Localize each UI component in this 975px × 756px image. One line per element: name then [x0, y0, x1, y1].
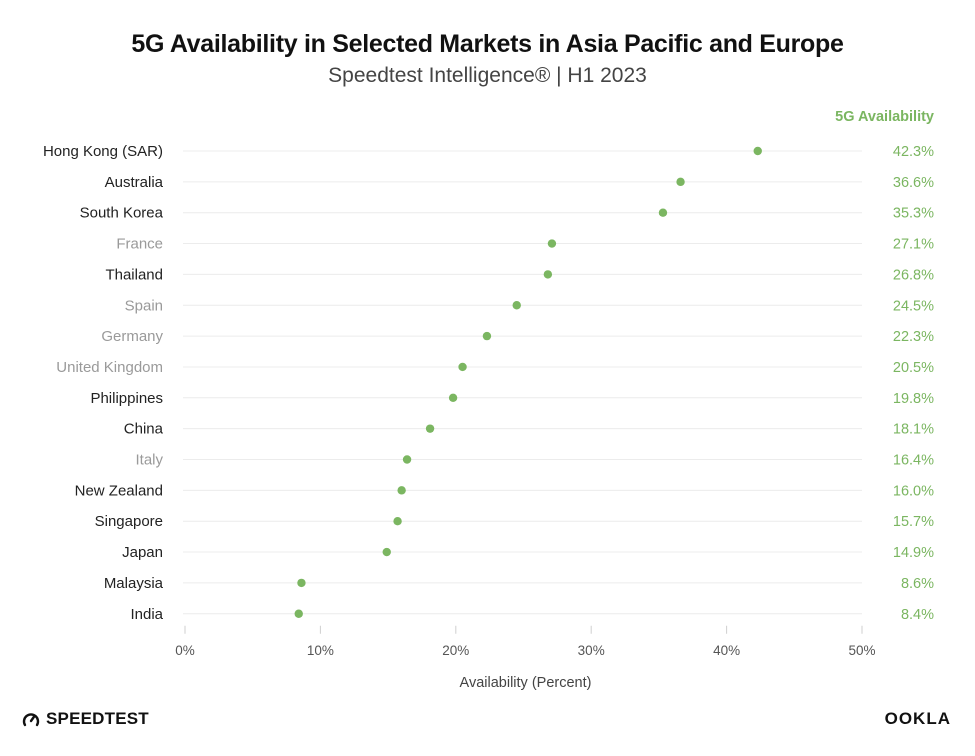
value-label: 22.3% — [893, 329, 934, 345]
data-point — [753, 146, 762, 156]
x-tick-label: 40% — [713, 643, 740, 658]
data-point — [425, 424, 435, 433]
value-label: 14.9% — [893, 545, 934, 561]
value-label: 36.6% — [893, 175, 934, 191]
chart-title: 5G Availability in Selected Markets in A… — [131, 30, 844, 58]
x-tick-label: 50% — [848, 643, 875, 658]
category-label: United Kingdom — [56, 359, 163, 376]
value-label: 35.3% — [893, 206, 934, 222]
category-label: New Zealand — [75, 482, 163, 499]
x-tick-label: 10% — [307, 643, 334, 658]
value-label: 8.4% — [901, 607, 934, 623]
x-tick-label: 30% — [578, 643, 605, 658]
category-label: Philippines — [90, 390, 163, 407]
category-label: Japan — [122, 544, 163, 561]
category-label: Hong Kong (SAR) — [43, 143, 163, 160]
x-tick-label: 20% — [442, 643, 469, 658]
dot-plot-chart: 0% 10% 20% 30% 40% 50% Availability (Percent) 5… — [43, 109, 934, 691]
data-point — [658, 208, 668, 217]
x-tick-label: 0% — [175, 643, 195, 658]
category-label: Germany — [101, 328, 163, 345]
data-point — [294, 609, 303, 618]
data-point — [512, 301, 521, 310]
category-label: France — [116, 236, 163, 253]
value-label: 16.4% — [893, 453, 934, 469]
data-point — [448, 393, 458, 402]
value-label: 26.8% — [893, 267, 934, 283]
value-label: 20.5% — [893, 360, 934, 376]
speedtest-logo: SPEEDTEST — [22, 709, 149, 729]
data-point — [297, 578, 306, 588]
category-label: Italy — [135, 452, 163, 469]
ookla-logo: OOKLA — [884, 709, 951, 728]
data-point — [482, 331, 492, 341]
data-point — [382, 547, 391, 557]
speedtest-brand-text: SPEEDTEST — [46, 709, 149, 728]
speedometer-icon — [22, 713, 40, 727]
data-point — [402, 455, 412, 464]
value-label: 8.6% — [901, 576, 934, 592]
value-column-header: 5G Availability — [835, 109, 934, 125]
value-label: 27.1% — [893, 237, 934, 253]
category-label: Thailand — [105, 266, 163, 283]
category-label: Singapore — [95, 513, 163, 530]
category-label: China — [124, 421, 164, 438]
chart-subtitle: Speedtest Intelligence® | H1 2023 — [328, 64, 647, 87]
category-label: South Korea — [80, 205, 164, 222]
x-axis-label: Availability (Percent) — [460, 675, 592, 691]
category-label: India — [130, 606, 163, 623]
data-point — [458, 362, 467, 372]
category-label: Malaysia — [104, 575, 164, 592]
value-label: 42.3% — [893, 144, 934, 160]
category-label: Australia — [105, 174, 164, 191]
data-point — [393, 517, 402, 526]
value-label: 16.0% — [893, 483, 934, 499]
data-point — [547, 239, 557, 248]
value-label: 19.8% — [893, 391, 934, 407]
data-point — [543, 270, 553, 279]
category-label: Spain — [125, 297, 163, 314]
data-point — [397, 486, 406, 495]
value-label: 24.5% — [893, 298, 934, 314]
value-label: 15.7% — [893, 514, 934, 530]
value-label: 18.1% — [893, 422, 934, 438]
data-point — [676, 177, 685, 187]
